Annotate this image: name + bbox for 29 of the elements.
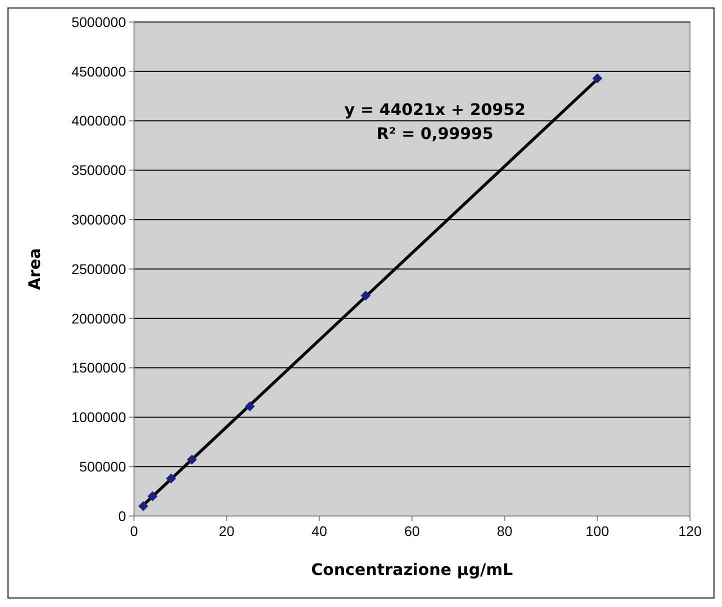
y-axis-title: Area <box>25 248 44 290</box>
y-tick-label: 1500000 <box>71 360 126 376</box>
y-tick-label: 2500000 <box>71 260 126 277</box>
y-tick-label: 0 <box>118 508 126 524</box>
point <box>138 501 148 512</box>
x-tick-label: 40 <box>312 523 328 539</box>
y-tick-label: 3500000 <box>71 162 126 178</box>
x-tick-label: 60 <box>404 523 420 539</box>
y-tick-label: 5000000 <box>71 14 126 30</box>
x-axis-title: Concentrazione µg/mL <box>311 560 513 579</box>
point <box>166 473 176 484</box>
point <box>592 73 602 84</box>
x-tick-label: 100 <box>586 523 610 539</box>
annotation: R² = 0,99995 <box>376 124 494 143</box>
point <box>244 401 255 412</box>
y-tick-label: 1000000 <box>71 409 126 426</box>
y-tick-label: 500000 <box>79 458 126 474</box>
annotation: y = 44021x + 20952 <box>344 100 526 119</box>
y-tick-label: 4000000 <box>71 112 126 129</box>
point <box>186 454 197 465</box>
y-tick-label: 3000000 <box>71 212 126 228</box>
point <box>360 290 371 301</box>
x-tick-label: 20 <box>218 523 235 539</box>
x-tick-label: 0 <box>130 523 138 539</box>
y-tick-label: 2000000 <box>71 310 126 326</box>
y-tick-label: 4500000 <box>71 63 126 80</box>
x-tick-label: 120 <box>678 523 702 539</box>
x-tick-label: 80 <box>496 523 513 539</box>
point <box>148 491 158 502</box>
